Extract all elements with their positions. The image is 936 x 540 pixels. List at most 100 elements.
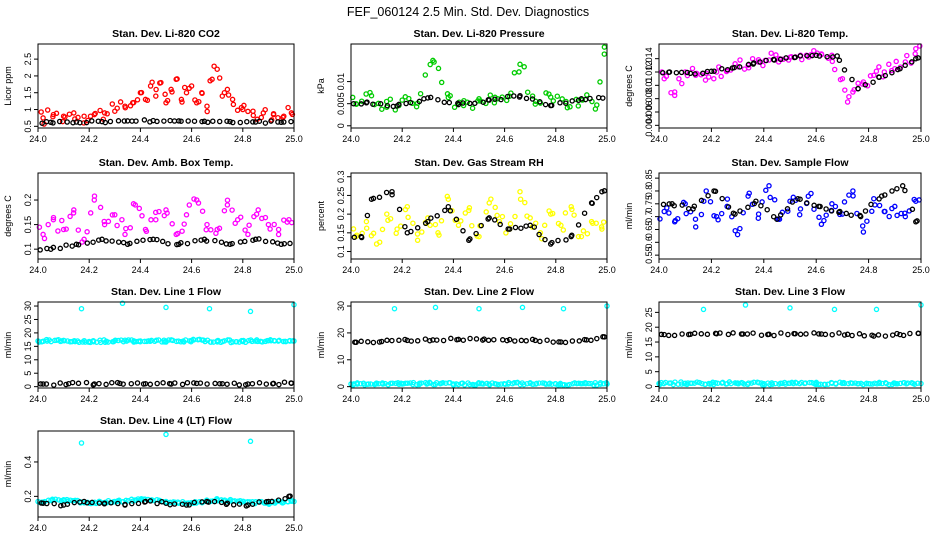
stan-dev-line-3-flow-point (822, 381, 828, 388)
stan-dev-amb-box-temp-point (156, 208, 162, 215)
stan-dev-amb-box-temp-point (84, 240, 91, 246)
stan-dev-li-820-temp-point (912, 51, 918, 57)
stan-dev-line-4-lt-flow-point (78, 440, 85, 446)
stan-dev-li-820-temp-point (745, 61, 752, 68)
stan-dev-line-3-flow-point (771, 332, 777, 339)
stan-dev-amb-box-temp-point (109, 212, 116, 218)
stan-dev-li-820-pressure-point (547, 102, 554, 109)
stan-dev-li-820-co2-point (230, 119, 236, 126)
stan-dev-sample-flow-point (766, 183, 772, 189)
stan-dev-amb-box-temp-point (253, 211, 260, 217)
stan-dev-amb-box-temp-point (278, 241, 284, 248)
stan-dev-li-820-temp-point (889, 69, 895, 76)
stan-dev-line-3-flow-point (849, 332, 855, 339)
stan-dev-li-820-co2-point (147, 83, 154, 89)
stan-dev-line-4-lt-flow-point (269, 498, 275, 505)
stan-dev-gas-stream-rh-point (363, 225, 370, 231)
stan-dev-li-820-co2-point (270, 111, 277, 118)
stan-dev-li-820-co2-point (178, 96, 185, 103)
stan-dev-li-820-pressure-point (435, 65, 442, 72)
stan-dev-gas-stream-rh-point (517, 188, 523, 195)
stan-dev-amb-box-temp-point (176, 241, 182, 248)
stan-dev-amb-box-temp-point (50, 216, 57, 223)
stan-dev-line-4-lt-flow-point (196, 498, 203, 505)
stan-dev-amb-box-temp-point (281, 240, 288, 247)
stan-dev-line-3-flow-point (742, 302, 749, 308)
stan-dev-amb-box-temp-point (159, 238, 166, 245)
stan-dev-line-1-flow-point (147, 381, 154, 388)
stan-dev-gas-stream-rh-plot-frame (350, 172, 608, 260)
stan-dev-sample-flow-point (763, 187, 769, 194)
stan-dev-gas-stream-rh-point (581, 210, 588, 216)
stan-dev-gas-stream-rh-point (527, 215, 533, 221)
stan-dev-amb-box-temp-point (139, 213, 145, 219)
stan-dev-sample-flow-point (666, 210, 672, 216)
stan-dev-li-820-pressure-point (394, 103, 400, 109)
stan-dev-li-820-temp-point (913, 55, 919, 62)
stan-dev-line-2-flow-title: Stan. Dev. Line 2 Flow (424, 286, 535, 298)
stan-dev-amb-box-temp-point (127, 225, 134, 231)
stan-dev-sample-flow-point (737, 208, 743, 214)
stan-dev-line-2-flow-point (422, 336, 429, 342)
stan-dev-li-820-temp-y-tick-label: 0.008 (644, 87, 654, 110)
stan-dev-amb-box-temp-point (227, 241, 233, 248)
stan-dev-li-820-temp-plot-frame (658, 43, 922, 129)
stan-dev-line-3-flow-point (717, 330, 723, 336)
stan-dev-line-4-lt-flow-point (204, 498, 210, 505)
stan-dev-li-820-co2-point (104, 111, 110, 117)
stan-dev-li-820-co2-point (38, 109, 44, 115)
stan-dev-li-820-temp-point (687, 70, 694, 77)
stan-dev-sample-flow-point (767, 194, 773, 201)
stan-dev-li-820-pressure-point (460, 102, 467, 109)
stan-dev-li-820-co2-point (97, 107, 103, 114)
stan-dev-li-820-co2-point (275, 119, 281, 125)
stan-dev-li-820-co2-point (178, 118, 184, 124)
stan-dev-line-3-flow-point (766, 331, 772, 338)
stan-dev-sample-flow-point (713, 213, 720, 220)
stan-dev-li-820-co2-point (181, 84, 188, 91)
stan-dev-li-820-temp-point (844, 99, 851, 105)
stan-dev-li-820-pressure-point (575, 103, 582, 109)
stan-dev-gas-stream-rh-point (499, 213, 506, 220)
stan-dev-line-1-flow-point (188, 337, 195, 344)
stan-dev-gas-stream-rh-title: Stan. Dev. Gas Stream RH (414, 157, 543, 169)
stan-dev-li-820-co2-point (288, 118, 294, 125)
stan-dev-line-2-flow-point (512, 338, 518, 344)
stan-dev-sample-flow-y-tick-label: 0.6 (644, 236, 654, 249)
stan-dev-li-820-pressure-point (547, 94, 554, 100)
stan-dev-amb-box-temp-point (87, 210, 94, 216)
stan-dev-li-820-pressure-point (377, 101, 384, 107)
stan-dev-sample-flow-point (746, 190, 752, 196)
stan-dev-sample-flow-point (669, 201, 675, 207)
stan-dev-line-3-flow-point (813, 380, 819, 387)
stan-dev-line-2-flow-point (414, 338, 421, 344)
panel-sample-flow: Stan. Dev. Sample Flow 24.0 24.2 24.4 24.6 24… (624, 157, 930, 275)
stan-dev-li-820-pressure-point (600, 95, 606, 101)
stan-dev-amb-box-temp-point (101, 221, 108, 228)
stan-dev-line-3-flow-series-outliers (700, 302, 924, 313)
stan-dev-li-820-co2-point (281, 119, 287, 125)
stan-dev-sample-flow-point (698, 197, 705, 204)
stan-dev-amb-box-temp-x-tick-label: 25.0 (285, 265, 303, 275)
stan-dev-line-3-flow-y-tick-label: 20 (644, 322, 654, 332)
stan-dev-li-820-temp-point (763, 57, 769, 64)
stan-dev-li-820-co2-x-tick-label: 24.0 (29, 134, 47, 144)
stan-dev-sample-flow-x-tick-label: 25.0 (912, 265, 930, 275)
stan-dev-li-820-temp-point (750, 61, 757, 67)
stan-dev-amb-box-temp-point (214, 226, 220, 233)
stan-dev-gas-stream-rh-point (584, 230, 591, 237)
stan-dev-line-3-flow-point (894, 381, 901, 387)
stan-dev-sample-flow-point (804, 200, 810, 206)
stan-dev-li-820-co2-point (201, 118, 208, 125)
stan-dev-line-1-flow-point (206, 305, 213, 312)
stan-dev-amb-box-temp-series-all (36, 193, 295, 245)
stan-dev-amb-box-temp-point (181, 221, 187, 227)
stan-dev-li-820-co2-point (70, 119, 76, 126)
stan-dev-line-2-flow-point (532, 337, 539, 344)
stan-dev-amb-box-temp-point (229, 207, 235, 213)
stan-dev-line-1-flow-x-tick-label: 24.2 (80, 394, 98, 404)
stan-dev-line-2-flow-point (476, 380, 482, 387)
stan-dev-sample-flow-point (764, 206, 770, 213)
stan-dev-sample-flow-point (864, 218, 870, 224)
